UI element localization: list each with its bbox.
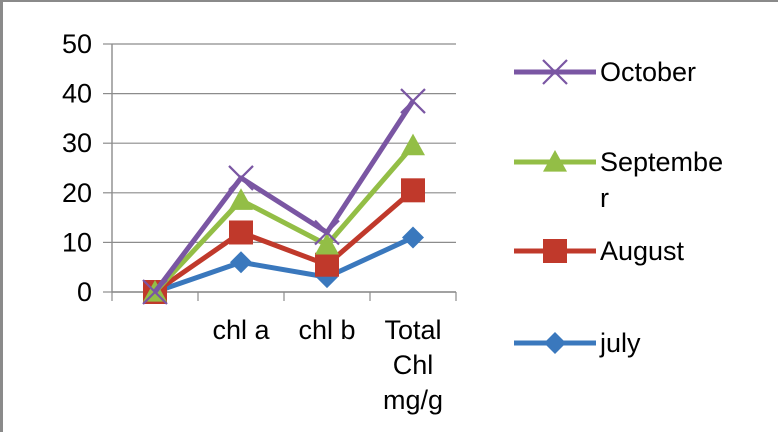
point-august	[401, 178, 425, 203]
point-october	[142, 279, 168, 305]
legend-item-july: july	[514, 328, 641, 358]
line-chart: 0 10 20 30 40 50 chl a chl b Total Chl mg/g Octobe…	[62, 29, 723, 415]
y-tick-label: 10	[62, 227, 92, 257]
y-tick-label: 30	[62, 128, 92, 158]
series-august	[143, 178, 425, 304]
point-october-stroke-b	[400, 88, 426, 114]
legend-marker-july	[544, 332, 566, 354]
series-september	[143, 133, 425, 302]
point-september	[315, 232, 339, 255]
y-tick-label: 40	[62, 79, 92, 109]
point-july	[230, 251, 252, 274]
y-tick-label: 50	[62, 29, 92, 59]
point-october	[228, 165, 254, 191]
x-tick-label: Chl	[393, 350, 434, 380]
legend-marker-september	[543, 150, 567, 172]
series-line-august	[153, 188, 415, 295]
series-line-october	[153, 99, 416, 294]
point-october-stroke-b	[314, 219, 340, 246]
point-september	[401, 133, 425, 156]
legend-label-july: july	[599, 328, 641, 358]
legend: October Septembe r August july	[514, 57, 723, 358]
legend-label-september: Septembe	[600, 147, 723, 177]
point-september	[229, 188, 253, 210]
legend-label-october: October	[600, 57, 696, 87]
point-august	[315, 252, 339, 277]
legend-label-august: August	[600, 236, 685, 266]
legend-marker-october-stroke-b	[542, 59, 568, 85]
legend-marker-october	[542, 59, 568, 85]
axes: 0 10 20 30 40 50 chl a chl b Total Chl mg/g	[62, 29, 457, 415]
series-layer	[142, 88, 426, 305]
legend-marker-august	[543, 239, 567, 263]
legend-item-september: Septembe r	[514, 147, 723, 213]
legend-item-october: October	[514, 57, 696, 87]
point-october	[400, 88, 426, 114]
y-tick-label: 20	[62, 178, 92, 208]
y-tick-label: 0	[77, 277, 92, 307]
point-october-stroke-b	[142, 279, 168, 305]
point-october	[314, 219, 340, 246]
x-tick-label: Total	[384, 315, 441, 345]
point-august	[229, 220, 253, 245]
legend-item-august: August	[514, 236, 685, 266]
series-october	[142, 88, 426, 305]
x-tick-label: chl b	[298, 315, 355, 345]
point-october-stroke-b	[228, 165, 254, 191]
x-tick-label: chl a	[212, 315, 270, 345]
point-july	[402, 226, 424, 249]
series-line-september	[153, 144, 415, 294]
x-tick-label: mg/g	[383, 385, 443, 415]
legend-label-september: r	[600, 183, 609, 213]
series-line-july	[154, 235, 415, 295]
